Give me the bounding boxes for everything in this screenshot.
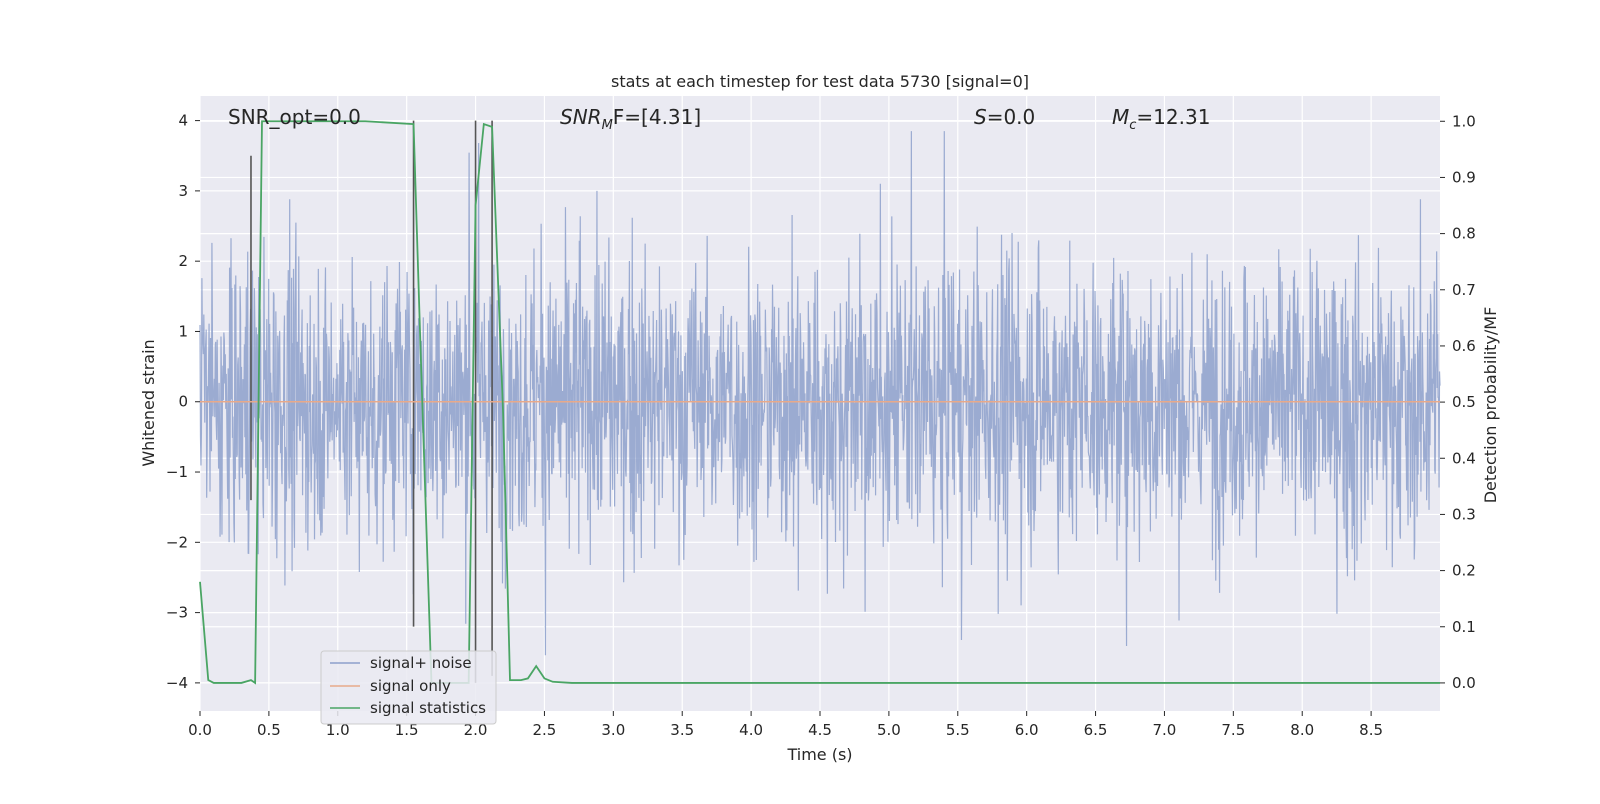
annotation-mc-prefix: M [1112, 105, 1129, 129]
y-tick-label-left: 1 [178, 322, 188, 340]
x-tick-label: 1.5 [395, 721, 419, 739]
annotation-mc-sub: c [1129, 118, 1136, 133]
y-axis-label-right: Detection probability/MF [1481, 307, 1500, 504]
y-tick-label-right: 0.6 [1452, 337, 1476, 355]
legend-label-signal-only: signal only [370, 677, 451, 695]
legend-label-signal-statistics: signal statistics [370, 699, 486, 717]
y-tick-label-right: 1.0 [1452, 112, 1476, 130]
annotation-s: S=0.0 [974, 105, 1035, 129]
y-tick-label-left: 4 [178, 112, 188, 130]
annotation-s-prefix: S [974, 105, 987, 129]
x-tick-label: 6.0 [1015, 721, 1039, 739]
y-tick-label-right: 0.2 [1452, 562, 1476, 580]
x-tick-label: 1.0 [326, 721, 350, 739]
y-tick-label-right: 0.1 [1452, 618, 1476, 636]
x-tick-label: 2.5 [533, 721, 557, 739]
y-tick-label-left: −4 [166, 674, 188, 692]
y-tick-label-left: 3 [178, 182, 188, 200]
y-tick-label-right: 0.0 [1452, 674, 1476, 692]
x-tick-label: 0.5 [257, 721, 281, 739]
annotation-snr-opt: SNR_opt=0.0 [228, 105, 361, 129]
y-tick-label-right: 0.7 [1452, 281, 1476, 299]
x-axis-label: Time (s) [786, 745, 852, 764]
x-tick-label: 3.5 [670, 721, 694, 739]
y-tick-label-right: 0.5 [1452, 393, 1476, 411]
x-tick-label: 7.0 [1153, 721, 1177, 739]
annotation-s-suffix: =0.0 [987, 105, 1036, 129]
x-tick-label: 7.5 [1221, 721, 1245, 739]
annotation-snr-mf-suffix: F=[4.31] [613, 105, 701, 129]
x-tick-label: 8.5 [1359, 721, 1383, 739]
x-tick-label: 6.5 [1084, 721, 1108, 739]
annotation-snr-mf-sub: M [602, 118, 613, 133]
y-tick-label-right: 0.4 [1452, 449, 1476, 467]
x-tick-label: 8.0 [1290, 721, 1314, 739]
y-tick-label-right: 0.9 [1452, 168, 1476, 186]
x-tick-label: 5.0 [877, 721, 901, 739]
x-ticks: 0.0 0.5 1.0 1.5 2.0 2.5 3.0 3.5 4.0 4.5 5.0 5.5 6.0 6… [188, 711, 1383, 739]
x-tick-label: 0.0 [188, 721, 212, 739]
y-tick-label-right: 0.8 [1452, 225, 1476, 243]
x-tick-label: 4.5 [808, 721, 832, 739]
y-tick-label-left: −3 [166, 604, 188, 622]
y-tick-label-left: −1 [166, 463, 188, 481]
legend-label-signal-noise: signal+ noise [370, 654, 472, 672]
y-ticks-left: −4 −3 −2 −1 0 1 2 3 4 [166, 112, 200, 692]
x-tick-label: 4.0 [739, 721, 763, 739]
y-tick-label-left: 2 [178, 252, 188, 270]
legend: signal+ noise signal only signal statist… [320, 650, 497, 725]
x-tick-label: 3.0 [601, 721, 625, 739]
y-tick-label-left: −2 [166, 533, 188, 551]
annotation-snr-mf: SNRMF=[4.31] [560, 105, 701, 133]
x-tick-label: 2.0 [464, 721, 488, 739]
chart-title: stats at each timestep for test data 573… [611, 72, 1029, 91]
y-axis-label-left: Whitened strain [139, 339, 158, 466]
annotation-mc: Mc=12.31 [1112, 105, 1210, 133]
annotation-mc-suffix: =12.31 [1136, 105, 1210, 129]
y-tick-label-right: 0.3 [1452, 505, 1476, 523]
x-tick-label: 5.5 [946, 721, 970, 739]
annotation-snr-mf-prefix: SNR [560, 105, 602, 129]
y-ticks-right: 0.0 0.1 0.2 0.3 0.4 0.5 0.6 0.7 0.8 0.9 1.0 [1440, 112, 1476, 692]
y-tick-label-left: 0 [178, 393, 188, 411]
legend-box [320, 650, 497, 725]
